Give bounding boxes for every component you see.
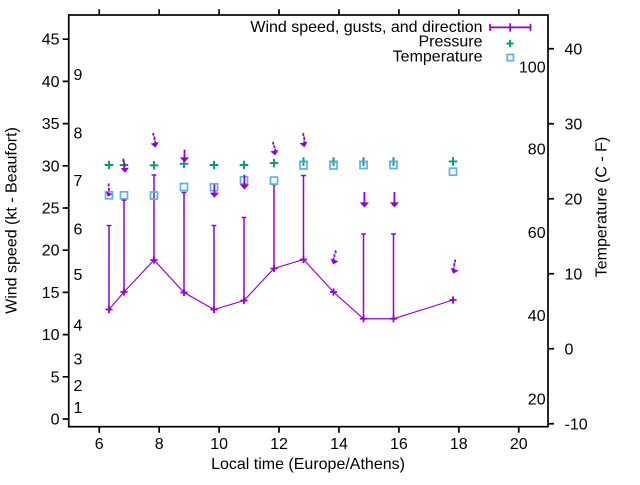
svg-text:16: 16 <box>390 436 408 453</box>
svg-text:6: 6 <box>74 222 83 239</box>
svg-text:35: 35 <box>42 116 60 133</box>
svg-text:20: 20 <box>565 191 583 208</box>
svg-text:45: 45 <box>42 32 60 49</box>
svg-text:-10: -10 <box>565 416 588 433</box>
svg-text:30: 30 <box>565 116 583 133</box>
svg-text:40: 40 <box>42 74 60 91</box>
svg-text:10: 10 <box>210 436 228 453</box>
svg-text:5: 5 <box>51 369 60 386</box>
svg-text:0: 0 <box>51 412 60 429</box>
svg-text:100: 100 <box>519 60 546 77</box>
svg-text:10: 10 <box>565 266 583 283</box>
svg-text:14: 14 <box>330 436 348 453</box>
svg-text:Wind speed (kt - Beaufort): Wind speed (kt - Beaufort) <box>4 127 21 314</box>
svg-text:9: 9 <box>74 67 83 84</box>
svg-text:10: 10 <box>42 327 60 344</box>
svg-text:Pressure: Pressure <box>418 34 482 51</box>
svg-text:Local time (Europe/Athens): Local time (Europe/Athens) <box>211 456 405 473</box>
svg-text:12: 12 <box>270 436 288 453</box>
svg-text:8: 8 <box>155 436 164 453</box>
svg-text:Wind speed, gusts, and directi: Wind speed, gusts, and direction <box>250 19 482 36</box>
svg-text:20: 20 <box>528 392 546 409</box>
svg-text:5: 5 <box>74 267 83 284</box>
svg-text:7: 7 <box>74 173 83 190</box>
svg-text:40: 40 <box>528 308 546 325</box>
svg-text:Temperature (C - F): Temperature (C - F) <box>594 137 611 277</box>
svg-text:30: 30 <box>42 158 60 175</box>
svg-text:80: 80 <box>528 142 546 159</box>
svg-text:40: 40 <box>565 41 583 58</box>
svg-text:4: 4 <box>74 317 83 334</box>
svg-text:25: 25 <box>42 201 60 218</box>
svg-text:3: 3 <box>74 352 83 369</box>
svg-text:1: 1 <box>74 400 83 417</box>
svg-text:2: 2 <box>74 378 83 395</box>
svg-text:8: 8 <box>74 125 83 142</box>
svg-text:18: 18 <box>450 436 468 453</box>
svg-text:0: 0 <box>565 341 574 358</box>
svg-text:20: 20 <box>42 243 60 260</box>
svg-text:60: 60 <box>528 225 546 242</box>
svg-text:15: 15 <box>42 285 60 302</box>
svg-text:6: 6 <box>95 436 104 453</box>
svg-text:20: 20 <box>510 436 528 453</box>
svg-text:Temperature: Temperature <box>393 48 483 65</box>
